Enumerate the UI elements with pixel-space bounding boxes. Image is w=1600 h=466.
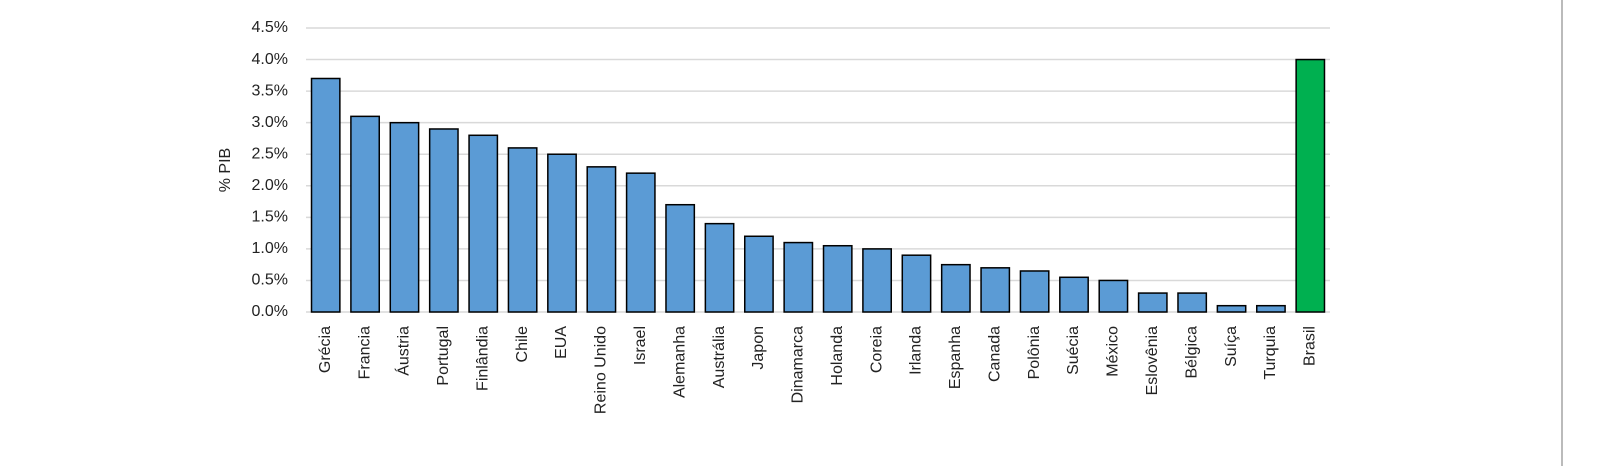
y-tick-label: 1.5% [252, 209, 288, 226]
bar [901, 254, 932, 313]
x-tick-label: Eslovênia [1144, 326, 1161, 395]
x-tick-label: México [1105, 326, 1122, 377]
x-tick-label: Bélgica [1183, 326, 1200, 379]
x-tick-label: Alemanha [671, 326, 688, 398]
x-tick-label: Reino Unido [593, 326, 610, 414]
bar [428, 128, 459, 313]
x-tick-label: EUA [553, 326, 570, 359]
bar [1019, 270, 1050, 313]
x-tick-label: Suécia [1065, 326, 1082, 375]
x-tick-label: Coreia [868, 326, 885, 373]
y-tick-label: 2.5% [252, 145, 288, 162]
x-tick-label: Polônia [1026, 326, 1043, 379]
bar [1059, 276, 1089, 313]
bar [1216, 304, 1247, 313]
bar [1255, 304, 1286, 313]
bar [862, 248, 893, 313]
bar [822, 244, 853, 313]
x-tick-label: Turquia [1262, 326, 1279, 380]
x-tick-label: Dinamarca [790, 326, 807, 403]
x-tick-label: Brasil [1302, 326, 1319, 366]
x-tick-label: Irlanda [908, 326, 925, 375]
x-tick-label: Austrália [711, 326, 728, 388]
x-tick-label: Áustria [394, 326, 413, 376]
y-tick-label: 3.0% [252, 114, 288, 131]
bar [743, 235, 774, 313]
x-tick-label: Holanda [829, 326, 846, 386]
x-tick-label: Francia [356, 326, 373, 379]
y-tick-label: 3.5% [252, 82, 288, 99]
x-tick-label: Israel [632, 326, 649, 365]
x-tick-label: Portugal [435, 326, 452, 386]
y-tick-label: 2.0% [252, 177, 288, 194]
x-tick-label: Canada [986, 326, 1003, 382]
bar [586, 166, 617, 313]
y-tick-label: 4.5% [252, 19, 288, 36]
bar [310, 77, 341, 313]
y-axis-label: % PIB [217, 148, 234, 192]
bar [665, 203, 696, 313]
y-tick-label: 1.0% [252, 240, 288, 257]
x-tick-label: Finlândia [474, 326, 491, 391]
bar [389, 121, 420, 313]
bar [940, 263, 971, 313]
x-tick-label: Espanha [947, 326, 964, 389]
y-tick-label: 0.0% [252, 303, 288, 320]
bar [1295, 58, 1326, 313]
bar [704, 222, 735, 313]
bar [507, 147, 538, 313]
x-tick-label: Grécia [317, 326, 334, 373]
y-tick-label: 0.5% [252, 272, 288, 289]
bar [1137, 292, 1168, 313]
bar [625, 172, 656, 313]
bar [1098, 279, 1129, 313]
bar [468, 134, 499, 313]
bar [1177, 292, 1208, 313]
bar [547, 153, 577, 313]
y-tick-label: 4.0% [252, 51, 288, 68]
x-tick-label: Suíça [1223, 326, 1240, 367]
x-tick-label: Japon [750, 326, 767, 370]
bar [783, 241, 814, 313]
x-tick-label: Chile [514, 326, 531, 363]
bar [350, 115, 381, 313]
bar [980, 267, 1011, 313]
